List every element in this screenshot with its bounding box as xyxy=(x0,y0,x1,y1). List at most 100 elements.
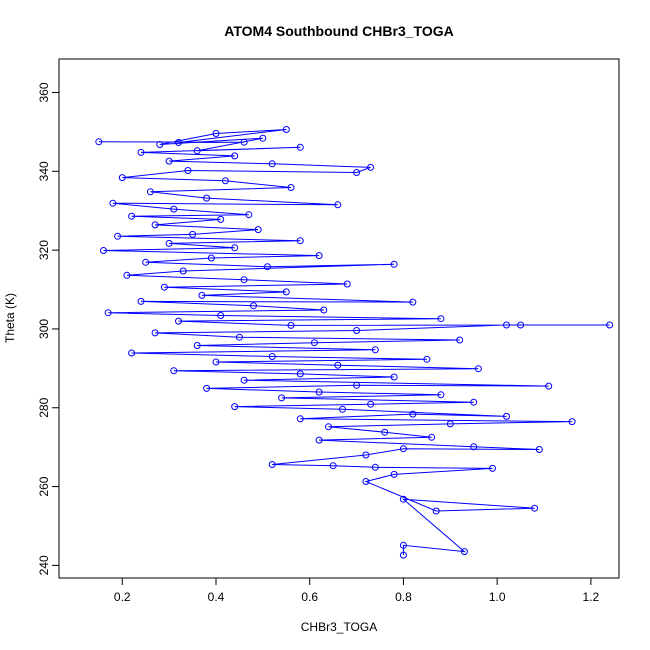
data-point xyxy=(329,462,337,470)
data-point xyxy=(470,443,478,451)
data-point xyxy=(123,271,131,279)
data-point xyxy=(179,267,187,275)
data-point xyxy=(423,355,431,363)
data-point xyxy=(250,302,257,310)
x-tick-label: 1.0 xyxy=(489,590,506,604)
data-point xyxy=(142,258,150,266)
data-point xyxy=(203,384,211,392)
y-tick-label: 360 xyxy=(37,82,51,102)
data-point xyxy=(221,177,229,185)
data-point xyxy=(399,551,407,559)
data-point xyxy=(456,336,464,344)
data-point xyxy=(381,428,389,436)
data-point xyxy=(240,138,248,146)
data-point xyxy=(315,252,323,260)
y-tick-label: 280 xyxy=(37,397,51,417)
data-point xyxy=(278,394,286,402)
data-point xyxy=(156,141,164,148)
data-point xyxy=(231,244,239,252)
data-point xyxy=(367,400,375,408)
data-point xyxy=(170,367,178,375)
data-point xyxy=(146,188,154,196)
data-point xyxy=(175,139,182,146)
data-point xyxy=(296,237,304,245)
data-point xyxy=(399,541,407,549)
chart-title: ATOM4 Southbound CHBr3_TOGA xyxy=(224,23,453,39)
data-point xyxy=(217,312,225,319)
data-point xyxy=(240,376,248,384)
data-point xyxy=(165,239,173,247)
data-point xyxy=(268,160,276,168)
data-point xyxy=(606,321,614,329)
data-point xyxy=(460,548,468,556)
data-point xyxy=(95,138,103,146)
data-point xyxy=(165,157,173,165)
data-point xyxy=(189,230,197,238)
data-point xyxy=(259,134,267,142)
data-point xyxy=(310,339,318,347)
data-point xyxy=(390,373,398,381)
data-point xyxy=(399,445,407,453)
data-point xyxy=(217,215,225,223)
data-point xyxy=(282,288,290,296)
data-point xyxy=(198,291,206,299)
data-point xyxy=(334,201,342,209)
data-point xyxy=(503,412,510,420)
y-tick-label: 240 xyxy=(37,555,51,575)
data-point xyxy=(390,470,398,478)
data-point xyxy=(315,388,323,396)
y-axis-title: Theta (K) xyxy=(3,293,17,343)
data-point xyxy=(231,403,239,411)
data-point xyxy=(296,370,304,378)
data-point xyxy=(212,130,220,137)
data-point xyxy=(409,410,417,418)
data-point xyxy=(282,126,290,133)
data-point xyxy=(287,321,295,329)
data-point xyxy=(470,398,478,406)
data-point xyxy=(320,306,328,314)
data-point xyxy=(362,451,370,459)
data-point xyxy=(409,298,417,306)
data-point xyxy=(353,169,361,176)
data-point xyxy=(437,315,445,323)
data-point xyxy=(296,415,304,423)
data-point xyxy=(118,174,126,182)
data-point xyxy=(287,184,295,191)
data-point xyxy=(231,152,239,160)
x-tick-label: 0.6 xyxy=(301,590,318,604)
data-point xyxy=(137,297,145,305)
y-tick-label: 260 xyxy=(37,476,51,496)
data-point xyxy=(315,436,323,444)
series-line xyxy=(98,129,610,556)
x-axis-title: CHBr3_TOGA xyxy=(301,620,377,634)
data-point xyxy=(109,199,117,207)
data-point xyxy=(339,405,346,413)
data-point xyxy=(170,205,178,213)
y-tick-label: 320 xyxy=(37,240,51,260)
data-point xyxy=(535,446,543,453)
data-point xyxy=(353,327,361,334)
data-point xyxy=(390,260,398,268)
data-point xyxy=(268,461,276,468)
data-point xyxy=(367,163,375,171)
data-point xyxy=(343,280,351,288)
data-point xyxy=(100,247,107,254)
data-point xyxy=(114,232,122,240)
data-point xyxy=(254,226,262,234)
data-point xyxy=(240,276,248,284)
data-point xyxy=(207,254,215,262)
data-point xyxy=(235,333,243,341)
data-point xyxy=(128,349,136,357)
data-point xyxy=(428,433,436,441)
data-point xyxy=(151,221,159,229)
data-point xyxy=(531,504,539,512)
data-point xyxy=(568,418,576,426)
data-point xyxy=(489,464,496,472)
data-point xyxy=(474,365,482,373)
data-point xyxy=(446,420,454,428)
data-point xyxy=(160,283,168,291)
data-point xyxy=(437,391,445,399)
data-point xyxy=(151,329,159,337)
data-point xyxy=(545,382,553,390)
data-point xyxy=(212,358,220,366)
